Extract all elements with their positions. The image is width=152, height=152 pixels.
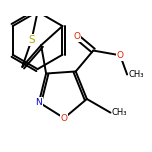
Text: CH₃: CH₃: [128, 70, 144, 79]
Text: N: N: [36, 98, 42, 107]
Text: O: O: [117, 51, 124, 60]
Text: O: O: [61, 114, 68, 123]
Text: CH₃: CH₃: [112, 108, 127, 117]
Text: S: S: [28, 35, 35, 45]
Text: O: O: [73, 32, 80, 41]
